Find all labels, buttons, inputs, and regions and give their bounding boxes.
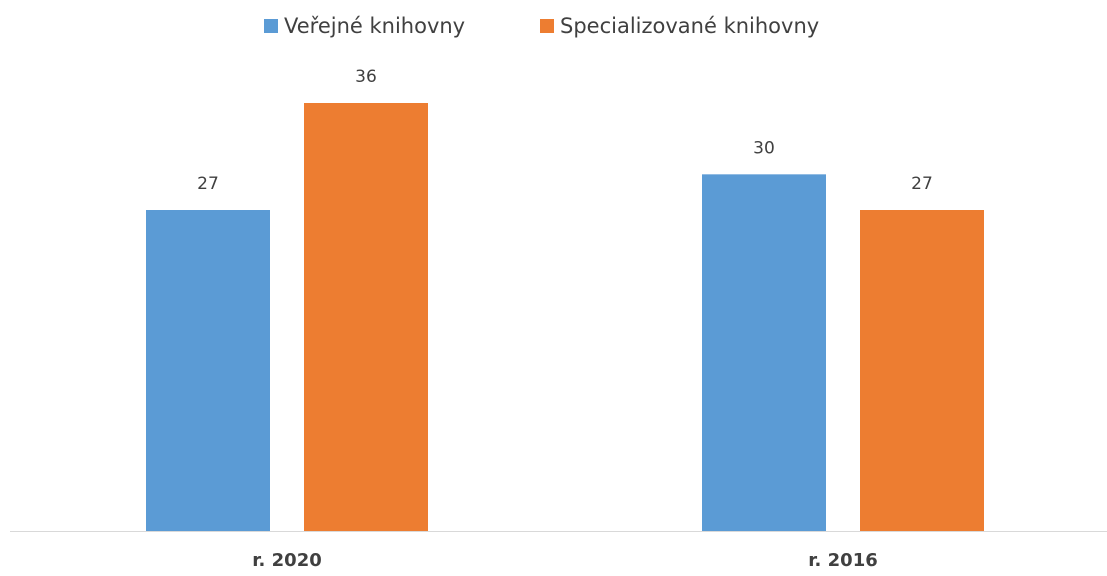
legend-swatch xyxy=(540,19,554,33)
bar xyxy=(860,210,984,531)
bar xyxy=(702,174,826,532)
legend-swatch xyxy=(264,19,278,33)
legend-label: Specializované knihovny xyxy=(560,14,819,38)
data-label: 27 xyxy=(197,174,219,194)
bar xyxy=(304,103,428,531)
data-label: 27 xyxy=(911,174,933,194)
legend-label: Veřejné knihovny xyxy=(284,14,465,38)
data-label: 36 xyxy=(355,67,377,87)
x-tick-label: r. 2016 xyxy=(808,550,878,571)
data-label: 30 xyxy=(753,138,775,158)
x-tick-label: r. 2020 xyxy=(252,550,322,571)
bar xyxy=(146,210,270,531)
